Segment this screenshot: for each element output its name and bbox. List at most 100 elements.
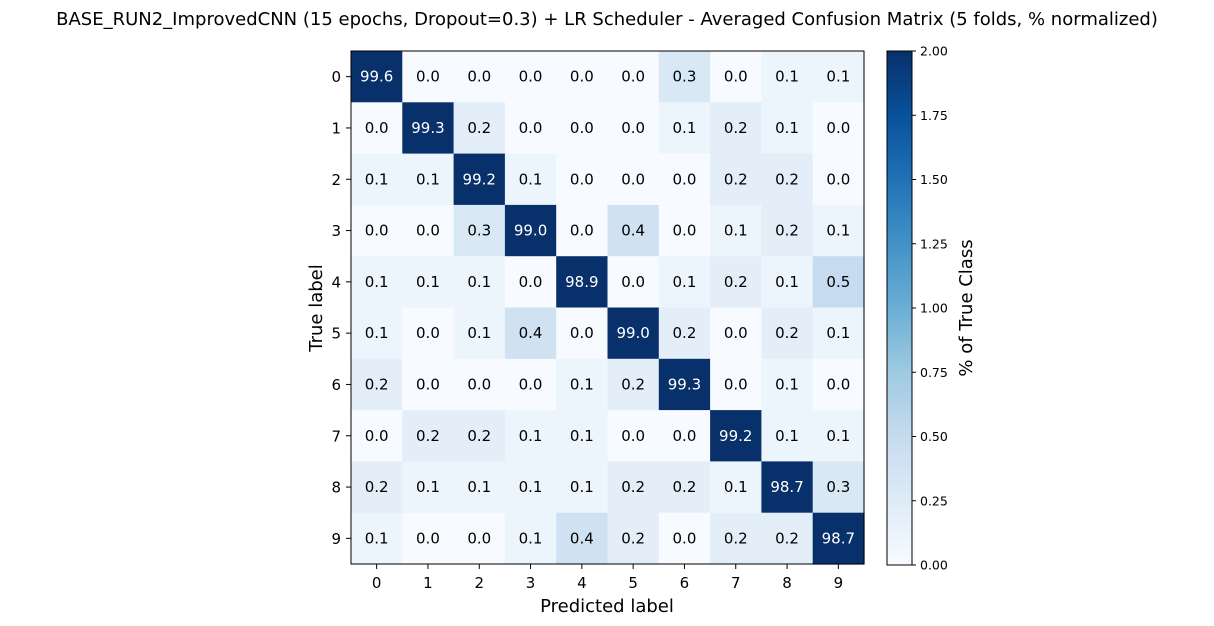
heatmap-cell xyxy=(710,102,762,155)
cell-value-label: 0.1 xyxy=(365,273,389,291)
x-axis-label: Predicted label xyxy=(540,596,674,617)
cell-value-label: 0.0 xyxy=(416,222,440,240)
cell-value-label: 0.0 xyxy=(365,222,389,240)
heatmap-cell xyxy=(761,204,814,257)
heatmap-cell xyxy=(812,512,865,565)
heatmap-cell xyxy=(504,256,557,309)
cell-value-label: 0.1 xyxy=(570,478,594,496)
heatmap-cells xyxy=(351,51,865,565)
cell-value-label: 0.0 xyxy=(570,170,594,188)
x-tick-label: 9 xyxy=(834,574,844,592)
heatmap-cell xyxy=(658,51,711,103)
heatmap-cell xyxy=(453,307,506,360)
y-tick-label: 8 xyxy=(331,479,341,497)
x-tick-label: 3 xyxy=(526,574,536,592)
x-tick-label: 7 xyxy=(731,574,741,592)
cell-value-label: 0.1 xyxy=(826,427,850,445)
cell-value-label: 0.2 xyxy=(673,324,697,342)
cell-value-label: 0.0 xyxy=(519,375,543,393)
cell-value-label: 0.1 xyxy=(467,478,491,496)
cell-value-label: 0.1 xyxy=(826,222,850,240)
heatmap-cell xyxy=(402,410,455,462)
cell-value-label: 0.1 xyxy=(365,529,389,547)
heatmap-cell xyxy=(812,461,865,514)
heatmap-cell xyxy=(504,153,557,206)
cell-value-label: 0.0 xyxy=(724,324,748,342)
cell-value-label: 0.0 xyxy=(365,427,389,445)
heatmap-cell xyxy=(658,410,711,462)
cell-value-label: 0.0 xyxy=(621,427,645,445)
heatmap-cell xyxy=(710,204,762,257)
colorbar-label: % of True Class xyxy=(956,239,977,376)
heatmap-cell xyxy=(710,51,762,103)
cell-value-label: 99.3 xyxy=(411,119,444,137)
heatmap-cell xyxy=(453,461,506,514)
heatmap-cell xyxy=(351,358,403,411)
cell-value-label: 0.0 xyxy=(570,324,594,342)
cell-value-label: 0.0 xyxy=(673,170,697,188)
cell-value-label: 99.3 xyxy=(668,375,701,393)
cell-value-label: 0.2 xyxy=(467,427,491,445)
colorbar-tick-label: 0.00 xyxy=(920,558,948,573)
y-tick-label: 5 xyxy=(331,325,341,343)
cell-value-label: 0.0 xyxy=(826,170,850,188)
heatmap-cell xyxy=(504,102,557,155)
cell-value-label: 0.1 xyxy=(519,427,543,445)
cell-value-label: 0.1 xyxy=(775,68,799,86)
cell-value-label: 0.1 xyxy=(519,170,543,188)
cell-value-label: 0.1 xyxy=(775,427,799,445)
cell-value-label: 0.1 xyxy=(416,273,440,291)
heatmap-cell xyxy=(812,256,865,309)
cell-value-label: 0.1 xyxy=(570,375,594,393)
x-tick-label: 8 xyxy=(782,574,792,592)
colorbar xyxy=(887,51,912,565)
heatmap-cell xyxy=(402,461,455,514)
cell-value-label: 99.6 xyxy=(360,68,393,86)
chart-title: BASE_RUN2_ImprovedCNN (15 epochs, Dropou… xyxy=(56,9,1158,30)
cell-value-label: 0.0 xyxy=(519,68,543,86)
y-axis-ticks: 0 1 2 3 4 5 6 7 8 9 xyxy=(331,68,351,548)
x-tick-label: 0 xyxy=(372,574,382,592)
heatmap-cell xyxy=(351,410,403,462)
cell-value-label: 0.3 xyxy=(673,68,697,86)
heatmap-cell xyxy=(453,410,506,462)
cell-value-label: 0.1 xyxy=(570,427,594,445)
colorbar-tick-label: 1.00 xyxy=(920,301,948,316)
heatmap-cell xyxy=(453,256,506,309)
cell-value-label: 0.3 xyxy=(826,478,850,496)
heatmap-cell xyxy=(658,153,711,206)
cell-value-label: 0.0 xyxy=(621,119,645,137)
cell-value-label: 98.7 xyxy=(770,478,803,496)
cell-value-label: 0.3 xyxy=(467,222,491,240)
cell-value-label: 0.0 xyxy=(673,222,697,240)
y-tick-label: 6 xyxy=(331,376,341,394)
heatmap-cell xyxy=(504,51,557,103)
cell-value-label: 99.2 xyxy=(719,427,752,445)
heatmap-cell xyxy=(351,204,403,257)
cell-value-label: 0.1 xyxy=(519,478,543,496)
cell-value-label: 0.1 xyxy=(775,119,799,137)
cell-value-label: 0.4 xyxy=(621,222,645,240)
cell-value-label: 0.0 xyxy=(724,68,748,86)
heatmap-cell xyxy=(453,51,506,103)
y-tick-label: 1 xyxy=(331,119,341,137)
heatmap-cell xyxy=(658,256,711,309)
heatmap-cell xyxy=(607,204,660,257)
cell-value-label: 0.1 xyxy=(416,170,440,188)
heatmap-cell xyxy=(402,512,455,565)
y-axis-label: True label xyxy=(306,264,327,353)
cell-value-label: 0.2 xyxy=(724,119,748,137)
cell-value-label: 0.0 xyxy=(467,375,491,393)
cell-value-label: 0.1 xyxy=(826,324,850,342)
y-tick-label: 9 xyxy=(331,530,341,548)
heatmap-cell xyxy=(351,512,403,565)
cell-value-label: 0.0 xyxy=(621,170,645,188)
heatmap-cell xyxy=(556,256,609,309)
heatmap-cell xyxy=(658,358,711,411)
heatmap-cell xyxy=(812,204,865,257)
cell-value-label: 0.0 xyxy=(826,375,850,393)
heatmap-cell xyxy=(710,461,762,514)
cell-value-label: 0.1 xyxy=(724,478,748,496)
cell-value-label: 0.2 xyxy=(775,529,799,547)
x-tick-label: 1 xyxy=(423,574,433,592)
